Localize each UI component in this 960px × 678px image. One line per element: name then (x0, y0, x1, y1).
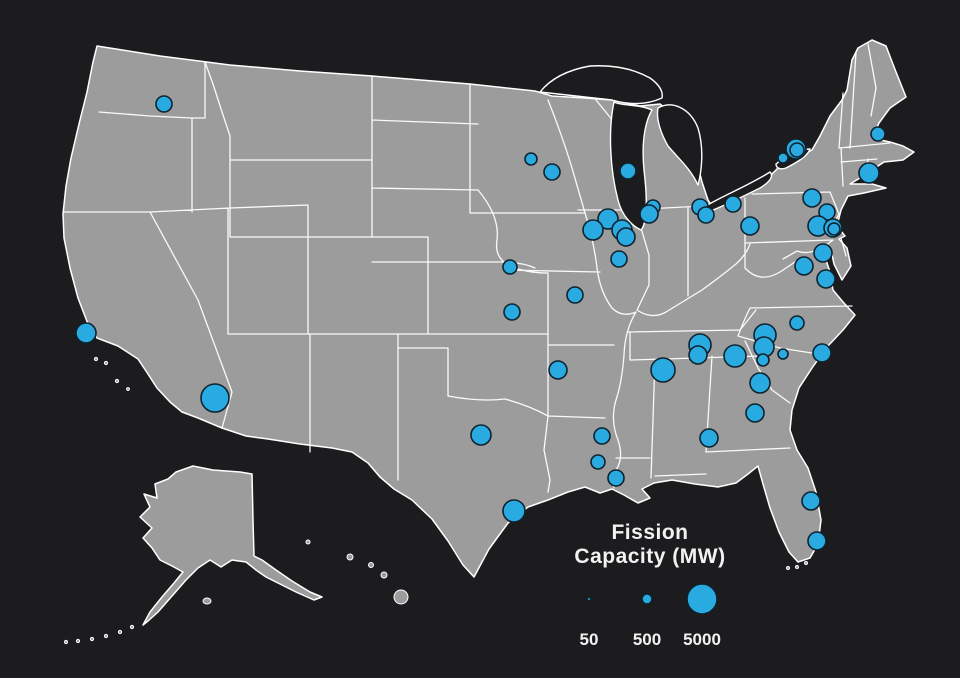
capacity-bubble (155, 95, 173, 113)
hawaii-big-island (393, 589, 409, 605)
legend-circle-5000 (686, 583, 718, 615)
capacity-bubble (777, 152, 789, 164)
aleutian-island (129, 624, 135, 630)
aleutian-island (89, 636, 95, 642)
aleutian-island (75, 638, 81, 644)
channel-island (103, 360, 109, 366)
capacity-bubble (697, 206, 715, 224)
channel-island (126, 387, 130, 391)
capacity-bubble (616, 227, 636, 247)
capacity-bubble (607, 469, 625, 487)
capacity-bubble (801, 491, 821, 511)
capacity-bubble (639, 204, 659, 224)
capacity-bubble (870, 126, 886, 142)
capacity-bubble (75, 322, 97, 344)
aleutian-island (103, 633, 109, 639)
capacity-bubble (590, 454, 606, 470)
capacity-bubble (827, 222, 841, 236)
hawaii-island (380, 571, 388, 579)
capacity-bubble (813, 243, 833, 263)
legend-title-line1: Fission (611, 521, 688, 544)
legend-circle-50 (586, 596, 592, 602)
capacity-bubble (502, 259, 518, 275)
capacity-bubble (802, 188, 822, 208)
legend-circle-500 (641, 593, 653, 605)
capacity-bubble (699, 428, 719, 448)
florida-key (795, 565, 799, 569)
capacity-bubble (593, 427, 611, 445)
channel-island (93, 356, 99, 362)
capacity-bubble (816, 269, 836, 289)
legend-title-line2: Capacity (MW) (574, 545, 725, 568)
capacity-bubble (740, 216, 760, 236)
lake-huron (656, 104, 703, 186)
capacity-bubble (812, 343, 832, 363)
capacity-bubble (582, 219, 604, 241)
hawaii-island (368, 562, 374, 568)
legend: Fission Capacity (MW) 50 500 5000 (574, 521, 725, 649)
capacity-bubble (470, 424, 492, 446)
capacity-bubble (543, 163, 561, 181)
coastal-islands (93, 356, 808, 570)
florida-key (786, 566, 790, 570)
capacity-bubble (548, 360, 568, 380)
state-borders (62, 43, 891, 493)
hawaii-island (346, 553, 354, 561)
lake-superior (539, 65, 663, 105)
capacity-bubble (566, 286, 584, 304)
capacity-bubble (597, 208, 619, 230)
capacity-bubble (807, 531, 827, 551)
capacity-bubble (503, 303, 521, 321)
legend-label-5000: 5000 (683, 630, 721, 649)
capacity-bubble (650, 357, 676, 383)
capacity-bubble (756, 353, 770, 367)
capacity-bubble (619, 162, 637, 180)
capacity-bubble (858, 162, 880, 184)
kodiak-island (202, 597, 212, 605)
florida-key (804, 561, 808, 565)
capacity-bubble (200, 383, 230, 413)
capacity-bubble (818, 203, 836, 221)
bubble-layer (75, 95, 886, 551)
capacity-bubble (723, 344, 747, 368)
capacity-bubble (502, 499, 526, 523)
capacity-bubble (794, 256, 814, 276)
capacity-bubble (524, 152, 538, 166)
hawaii (305, 539, 409, 605)
capacity-bubble (789, 142, 805, 158)
aleutian-island (63, 639, 69, 645)
capacity-bubble (745, 403, 765, 423)
hawaii-island (305, 539, 311, 545)
capacity-bubble (777, 348, 789, 360)
legend-label-500: 500 (633, 630, 661, 649)
capacity-bubble (724, 195, 742, 213)
capacity-bubble (749, 372, 771, 394)
capacity-bubble (610, 250, 628, 268)
capacity-bubble (688, 345, 708, 365)
great-lakes (539, 65, 811, 231)
alaska (63, 465, 323, 645)
channel-island (114, 378, 120, 384)
aleutian-island (117, 629, 123, 635)
capacity-bubble (789, 315, 805, 331)
alaska-outline (139, 465, 323, 626)
legend-label-50: 50 (580, 630, 599, 649)
